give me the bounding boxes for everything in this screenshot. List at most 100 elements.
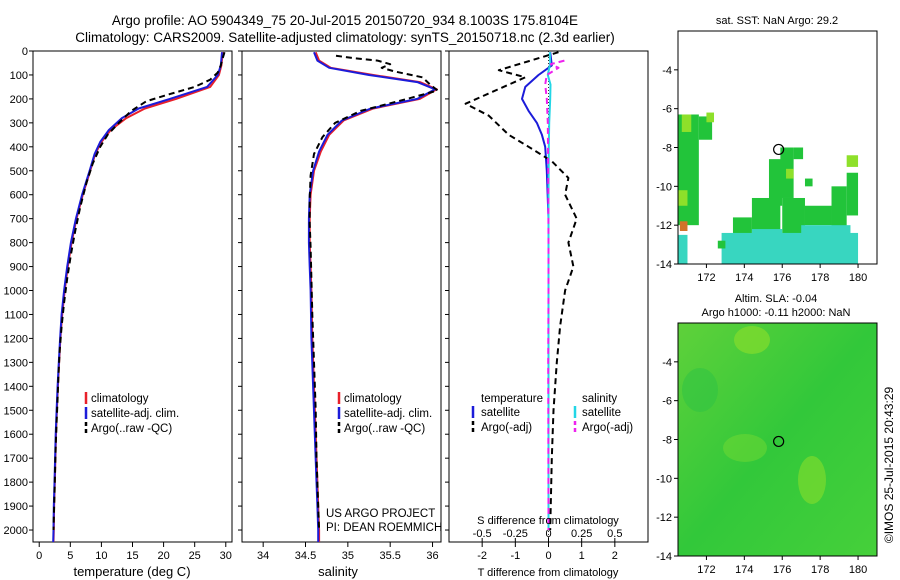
x-tick-label: 15	[126, 550, 138, 562]
series-line-satellite	[52, 52, 223, 543]
depth-tick-label: 700	[10, 214, 28, 226]
sst-cell	[804, 178, 813, 187]
legend-argo-label: Argo(..raw -QC)	[344, 423, 425, 435]
series-line-climatology	[308, 51, 438, 542]
sst-cell	[681, 114, 692, 132]
depth-tick-label: 1100	[4, 309, 28, 321]
sla-patch-high	[798, 456, 826, 504]
x-tick-label: 36	[426, 550, 438, 562]
sla-patch-high	[734, 326, 770, 354]
series-line-satellite	[307, 51, 437, 542]
x-tick-label: 30	[220, 550, 232, 562]
legend-temperature-title: temperature	[481, 393, 543, 405]
sla-patch-high	[723, 434, 767, 462]
lon-tick-label: 174	[735, 564, 753, 576]
x-tick-label: 20	[157, 550, 169, 562]
sst-map-panel: sat. SST: NaN Argo: 29.2 172 174 176 178 180…	[656, 15, 878, 284]
depth-tick-label: 200	[10, 94, 28, 106]
legend-climatology-label: climatology	[91, 393, 149, 405]
x-tick-label: 34	[257, 550, 269, 562]
x-tick-label: -1	[510, 550, 520, 562]
legend-s-satellite-label: satellite	[582, 407, 621, 419]
x-tick-label: 0	[36, 550, 42, 562]
depth-tick-label: 2000	[4, 525, 28, 537]
sst-cell	[678, 190, 688, 206]
sst-cell	[679, 221, 688, 231]
legend-argo-label: Argo(..raw -QC)	[91, 423, 172, 435]
x-tick-label: 5	[67, 550, 73, 562]
depth-tick-label: 1300	[4, 357, 28, 369]
lon-tick-label: 172	[697, 272, 715, 284]
lat-tick-label: -8	[662, 143, 672, 155]
lon-tick-label: 178	[811, 564, 829, 576]
lat-tick-label: -6	[662, 396, 672, 408]
project-credit: US ARGO PROJECT	[326, 508, 435, 520]
legend-climatology-label: climatology	[344, 393, 402, 405]
lat-tick-label: -6	[662, 104, 672, 116]
sst-cell	[793, 147, 804, 160]
sst-cell	[768, 159, 783, 206]
lat-tick-label: -14	[656, 259, 672, 271]
sla-patch-low	[682, 368, 718, 412]
lat-tick-label: -12	[656, 512, 672, 524]
s-tick-label: 0.5	[607, 528, 622, 540]
x-tick-label: 2	[612, 550, 618, 562]
x-tick-label: 10	[95, 550, 107, 562]
salinity-legend: climatology satellite-adj. clim. Argo(..…	[337, 392, 432, 435]
depth-tick-label: 1500	[4, 405, 28, 417]
x-tick-label: 35.5	[379, 550, 400, 562]
legend-satellite-label: satellite-adj. clim.	[91, 408, 179, 420]
sst-map-title: sat. SST: NaN Argo: 29.2	[716, 15, 838, 27]
lat-tick-label: -8	[662, 435, 672, 447]
temperature-panel: 0 5 10 15 20 25 300100200300400500600700800900…	[4, 46, 233, 579]
sst-cell	[721, 232, 859, 264]
lon-tick-label: 180	[849, 564, 867, 576]
lat-tick-label: -10	[656, 181, 672, 193]
depth-tick-label: 0	[22, 46, 28, 58]
lon-tick-label: 178	[811, 272, 829, 284]
depth-tick-label: 1900	[4, 501, 28, 513]
t-difference-xlabel: T difference from climatology	[478, 567, 619, 579]
sst-cell	[804, 205, 832, 226]
argo-float-marker	[773, 143, 785, 156]
salinity-panel: 34 34.5 35 35.5 36 salinity climatology sate…	[238, 50, 442, 579]
sla-map-title-line2: Argo h1000: -0.11 h2000: NaN	[701, 307, 850, 319]
series-line-argo	[308, 54, 439, 531]
sst-cell	[801, 225, 851, 237]
x-tick-label: 1	[579, 550, 585, 562]
s-tick-label: 0.25	[571, 528, 592, 540]
x-tick-label: 25	[189, 550, 201, 562]
salinity-xlabel: salinity	[318, 564, 358, 579]
figure-title-line2: Climatology: CARS2009. Satellite-adjuste…	[75, 30, 615, 45]
sst-cell	[751, 197, 781, 231]
depth-tick-label: 300	[10, 118, 28, 130]
lat-tick-label: -12	[656, 220, 672, 232]
depth-tick-label: 1800	[4, 477, 28, 489]
series-line-climatology	[52, 52, 224, 543]
lat-tick-label: -10	[656, 473, 672, 485]
sst-cell	[782, 197, 805, 237]
legend-t-satellite-label: satellite	[481, 407, 520, 419]
lon-tick-label: 176	[773, 564, 791, 576]
imos-timestamp: ©IMOS 25-Jul-2015 20:43:29	[882, 387, 896, 544]
lon-tick-label: 180	[849, 272, 867, 284]
sst-cell	[717, 240, 726, 249]
difference-legend: temperature satellite Argo(-adj) salinit…	[471, 393, 633, 434]
s-tick-label: -0.5	[473, 528, 492, 540]
depth-tick-label: 500	[10, 166, 28, 178]
sla-map-panel: Altim. SLA: -0.04 Argo h1000: -0.11 h200…	[656, 293, 878, 576]
series-line-s-argo	[544, 59, 565, 531]
series-line-argo	[52, 51, 226, 531]
x-tick-label: 0	[545, 550, 551, 562]
depth-tick-label: 1200	[4, 333, 28, 345]
depth-tick-label: 1600	[4, 429, 28, 441]
temperature-xlabel: temperature (deg C)	[73, 564, 190, 579]
sst-cell	[751, 229, 783, 241]
lon-tick-label: 174	[735, 272, 753, 284]
s-difference-label: S difference from climatology	[477, 515, 619, 527]
depth-tick-label: 600	[10, 190, 28, 202]
legend-salinity-title: salinity	[582, 393, 617, 405]
sst-cell	[706, 112, 715, 123]
series-line-t-argo	[464, 51, 578, 531]
depth-tick-label: 1400	[4, 381, 28, 393]
